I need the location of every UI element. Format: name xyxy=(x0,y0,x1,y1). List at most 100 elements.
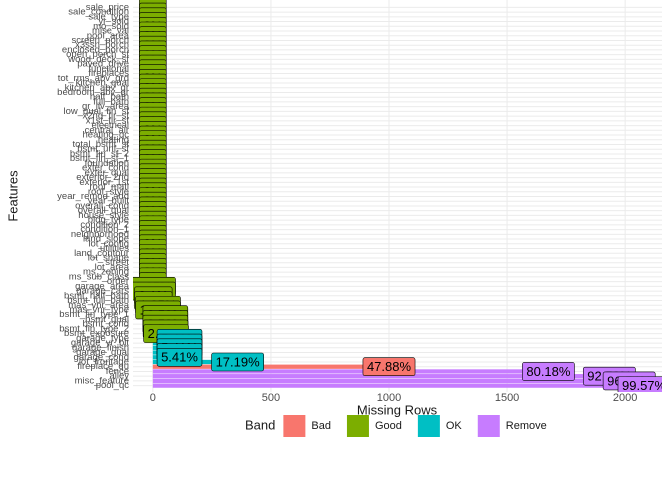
label-background xyxy=(617,376,662,392)
y-tick-label: heating_qc xyxy=(83,130,130,141)
y-tick-label: enclosed_porch xyxy=(62,44,129,55)
value-label-box: 5.41% xyxy=(156,347,203,367)
legend-label: Good xyxy=(375,420,402,432)
y-tick-label: bsmt_half_bath xyxy=(64,290,129,301)
x-axis-title: Missing Rows xyxy=(357,402,438,417)
grid xyxy=(133,0,662,392)
y-tick-label: utilities xyxy=(100,243,129,254)
y-tick-label: lot_shape xyxy=(88,252,129,263)
y-tick-label: house_style xyxy=(78,210,129,221)
legend-key xyxy=(283,415,306,437)
x-tick-label: 1500 xyxy=(495,392,519,404)
y-tick-label: exterior_1st xyxy=(79,177,129,188)
bar xyxy=(152,374,610,379)
y-tick-label: half_bath xyxy=(90,92,129,103)
legend-key xyxy=(477,415,500,437)
y-tick-label: exterior_2nd xyxy=(76,172,129,183)
legend-title: Band xyxy=(245,417,275,432)
bar xyxy=(152,369,549,374)
y-tick-label: neighborhood xyxy=(71,229,129,240)
y-tick-label: gr_liv_area xyxy=(82,101,130,112)
y-tick-label: garage_yr_blt xyxy=(71,338,129,349)
y-tick-label: pool_area xyxy=(87,30,130,41)
y-tick-label: sale_type xyxy=(88,11,129,22)
value-label: 99.57% xyxy=(622,378,667,393)
value-label: 80.18% xyxy=(526,364,571,379)
y-tick-label: heating xyxy=(98,134,129,145)
y-tick-label: fireplace_qu xyxy=(77,361,129,372)
legend-key xyxy=(417,415,440,437)
x-tick-label: 2000 xyxy=(613,392,637,404)
bar xyxy=(152,383,645,388)
y-tick-label: overall_cond xyxy=(75,200,129,211)
axes: sale_pricesale_conditionsale_typeyr_sold… xyxy=(57,2,637,404)
y-tick-label: garage_cars xyxy=(76,286,129,297)
value-label-box: 80.18% xyxy=(522,362,575,381)
y-tick-label: lot_area xyxy=(95,262,130,273)
legend-label: Remove xyxy=(506,420,547,432)
y-tick-label: paved_drive xyxy=(77,59,129,70)
y-tick-label: fence xyxy=(106,366,129,377)
y-tick-label: fireplaces xyxy=(88,68,129,79)
y-tick-label: bsmt_qual xyxy=(85,314,129,325)
y-tick-label: land_slope xyxy=(83,234,129,245)
label-background xyxy=(522,362,575,381)
y-tick-label: kitchen_qual xyxy=(76,78,129,89)
value-label-box: 47.88% xyxy=(362,357,416,377)
y-tick-label: land_contour xyxy=(74,248,129,259)
y-tick-label: bsmt_exposure xyxy=(64,328,129,339)
y-tick-label: electrical xyxy=(92,120,130,131)
y-tick-label: order xyxy=(107,276,129,287)
y-tick-label: wood_deck_sf xyxy=(67,54,129,65)
y-tick-label: ms_sub_class xyxy=(69,271,129,282)
y-tick-label: bsmt_fin_sf_1 xyxy=(70,153,129,164)
y-tick-label: mas_vnr_area xyxy=(68,300,129,311)
y-tick-label: screen_porch xyxy=(71,35,129,46)
legend-key xyxy=(346,415,369,437)
x-tick-label: 500 xyxy=(262,392,280,404)
label-background xyxy=(362,357,416,377)
legend-label: OK xyxy=(446,420,463,432)
y-tick-label: misc_val xyxy=(92,26,129,37)
y-tick-label: year_built xyxy=(88,196,130,207)
y-tick-label: functional xyxy=(88,63,129,74)
legend-label: Bad xyxy=(311,420,331,432)
y-tick-label: lot_config xyxy=(88,238,129,249)
y-tick-label: overall_qual xyxy=(78,205,129,216)
y-tick-label: ms_zoning xyxy=(83,267,129,278)
y-tick-label: condition_1 xyxy=(80,224,129,235)
y-tick-label: x1st_flr_sf xyxy=(86,115,130,126)
x-tick-label: 0 xyxy=(150,392,156,404)
y-tick-label: roof_style xyxy=(88,186,129,197)
y-tick-label: kitchen_abv_gr xyxy=(65,82,129,93)
value-label-box: 99.57% xyxy=(617,376,667,393)
y-tick-label: exter_qual xyxy=(85,167,129,178)
y-tick-label: total_bsmt_sf xyxy=(73,139,130,150)
value-label: 5.41% xyxy=(161,350,198,365)
legend: Band Bad Good OK Remove xyxy=(245,415,547,437)
y-tick-label: lot_frontage xyxy=(79,357,129,368)
y-tick-label: alley xyxy=(109,371,129,382)
y-tick-label: roof_matl xyxy=(89,182,129,193)
value-labels: 0%0%0%0%0%0%0%0%0%0%0%0%0%0%0%0%0%0%0%0%… xyxy=(133,0,667,393)
y-tick-label: bsmt_unf_sf xyxy=(77,144,129,155)
y-tick-label: misc_feature xyxy=(75,375,129,386)
y-tick-label: garage_finish xyxy=(72,342,129,353)
y-tick-label: pool_qc xyxy=(96,380,130,391)
y-axis-title: Features xyxy=(5,170,20,222)
y-tick-label: garage_qual xyxy=(76,347,129,358)
y-tick-label: mas_vnr_type xyxy=(69,304,129,315)
y-tick-label: low_qual_fin_sf xyxy=(64,106,130,117)
y-tick-label: street xyxy=(105,257,129,268)
y-tick-label: bsmt_cond xyxy=(83,319,129,330)
value-label: 17.19% xyxy=(216,354,261,369)
value-label-box: 17.19% xyxy=(211,352,264,372)
y-tick-label: garage_type xyxy=(76,333,129,344)
y-tick-label: bsmt_fin_type_2 xyxy=(59,323,129,334)
y-tick-label: foundation xyxy=(85,158,129,169)
y-tick-label: full_bath xyxy=(93,96,129,107)
y-tick-label: x3ssn_porch xyxy=(75,40,129,51)
y-tick-label: open_porch_sf xyxy=(66,49,129,60)
y-tick-label: sale_condition xyxy=(68,7,129,18)
